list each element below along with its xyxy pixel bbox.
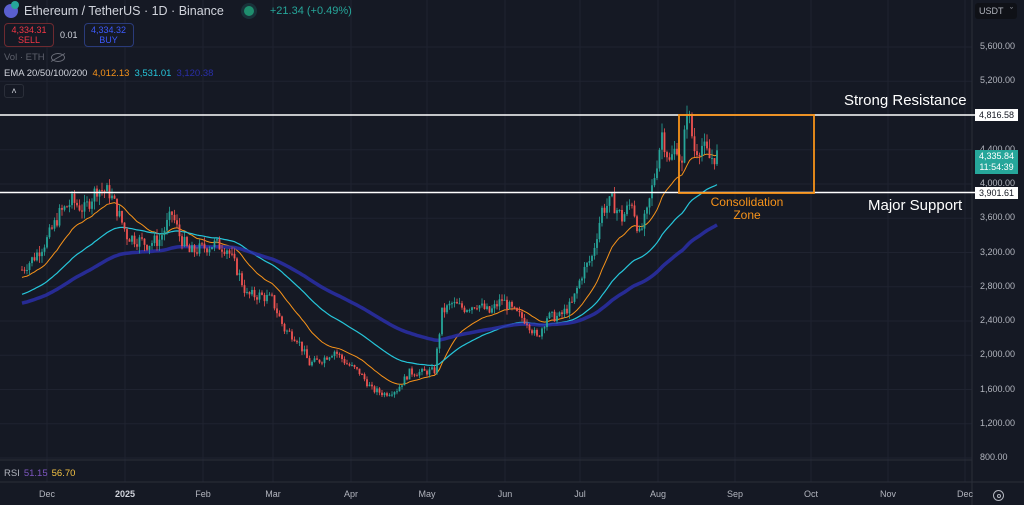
ema50-value: 3,531.01 [134, 68, 172, 79]
chevron-down-icon: ˇ [1010, 6, 1013, 16]
time-tick-label: May [418, 489, 436, 499]
currency-dropdown[interactable]: USDT ˇ [975, 3, 1017, 19]
chevron-up-icon: ˄ [11, 86, 17, 96]
time-tick-label: Feb [195, 489, 211, 499]
time-tick-label: Aug [649, 489, 667, 499]
buy-price: 4,334.32 [91, 25, 127, 35]
price-tick-label: 2,000.00 [980, 349, 1016, 360]
price-tick-label: 3,200.00 [980, 246, 1016, 257]
strong-resistance-label[interactable]: Strong Resistance [844, 92, 967, 109]
resistance-price-label: 4,816.58 [975, 109, 1018, 121]
time-tick-label: 2025 [114, 489, 136, 499]
price-change: +21.34 (+0.49%) [269, 5, 352, 17]
time-tick-label: Mar [265, 489, 281, 499]
time-tick-label: Jun [497, 489, 513, 499]
consolidation-zone-label[interactable]: Consolidation Zone [705, 196, 789, 222]
volume-indicator-label[interactable]: Vol · ETH [4, 52, 45, 63]
time-tick-label: Dec [38, 489, 56, 499]
price-tick-label: 5,200.00 [980, 75, 1016, 86]
rsi-ma-value: 56.70 [51, 468, 76, 479]
ema-lines [21, 153, 718, 385]
rsi-legend[interactable]: RSI 51.15 56.70 [4, 468, 75, 479]
price-tick-label: 800.00 [980, 452, 1008, 462]
eye-hidden-icon[interactable] [50, 53, 65, 62]
major-support-label[interactable]: Major Support [868, 197, 963, 214]
ema-indicator-legend[interactable]: EMA 20/50/100/200 4,012.13 3,531.01 3,12… [4, 68, 352, 79]
price-tick-label: 1,600.00 [980, 383, 1016, 394]
time-tick-label: Apr [343, 489, 359, 499]
rsi-label: RSI [4, 468, 20, 479]
buy-label: BUY [99, 35, 118, 45]
ema-label: EMA 20/50/100/200 [4, 68, 88, 79]
time-tick-label: Sep [726, 489, 744, 499]
current-price-label: 4,335.84 11:54:39 [975, 150, 1018, 174]
sell-price: 4,334.31 [11, 25, 47, 35]
price-tick-label: 2,400.00 [980, 315, 1016, 325]
bar-countdown: 11:54:39 [979, 162, 1014, 172]
price-tick-label: 4,000.00 [980, 178, 1016, 188]
ethereum-logo-icon [4, 1, 19, 18]
price-tick-label: 3,600.00 [980, 212, 1016, 223]
candlesticks [21, 105, 718, 398]
time-tick-label: Jul [574, 489, 586, 499]
time-tick-label: Dec [956, 489, 974, 499]
price-tick-label: 5,600.00 [980, 41, 1016, 51]
price-tick-label: 4,400.00 [980, 143, 1016, 154]
ema20-value: 4,012.13 [92, 68, 130, 79]
price-tick-label: 2,800.00 [980, 280, 1016, 291]
support-price-label: 3,901.61 [975, 187, 1018, 199]
price-tick-label: 1,200.00 [980, 417, 1016, 428]
zone-text-line2: Zone [733, 208, 761, 222]
symbol-title[interactable]: Ethereum / TetherUS · 1D · Binance [24, 4, 224, 18]
current-price: 4,335.84 [978, 151, 1015, 161]
settings-gear-icon[interactable] [993, 490, 1004, 501]
chart-legend: Ethereum / TetherUS · 1D · Binance +21.3… [4, 1, 352, 98]
time-tick-label: Oct [803, 489, 819, 499]
currency-label: USDT [979, 6, 1004, 16]
consolidation-zone-box[interactable] [678, 114, 815, 194]
sell-button[interactable]: 4,334.31 SELL [4, 23, 54, 47]
buy-button[interactable]: 4,334.32 BUY [83, 23, 134, 47]
market-open-status-icon [243, 6, 254, 16]
zone-text-line1: Consolidation [710, 195, 784, 209]
rsi-value: 51.15 [23, 468, 48, 479]
spread-value: 0.01 [60, 30, 78, 40]
sell-label: SELL [17, 35, 41, 45]
time-tick-label: Nov [879, 489, 897, 499]
ema100-value: 3,120.38 [176, 68, 214, 79]
collapse-legend-button[interactable]: ˄ [4, 84, 24, 98]
